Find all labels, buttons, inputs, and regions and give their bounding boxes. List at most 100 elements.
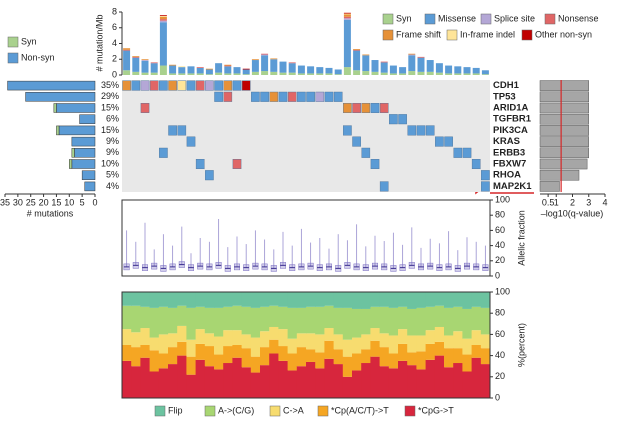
bar	[353, 50, 361, 71]
bar	[324, 292, 334, 306]
bar	[71, 148, 75, 158]
bar	[140, 292, 150, 307]
mutation-cell	[159, 80, 168, 91]
bar	[250, 307, 261, 338]
legend-label: Other non-syn	[535, 29, 592, 39]
y-tick-label: 80	[495, 210, 505, 220]
bar	[398, 292, 408, 307]
bar	[333, 307, 344, 335]
y-tick-label: 100	[495, 194, 510, 204]
mutation-cell	[370, 102, 380, 113]
bar	[462, 308, 472, 339]
bar	[370, 292, 380, 307]
bar	[434, 341, 445, 356]
bar	[84, 181, 96, 192]
mutation-cell	[122, 80, 131, 91]
legend-label: Syn	[396, 13, 412, 23]
mutation-frequency: 29%	[101, 91, 119, 101]
mutation-cell	[223, 91, 233, 102]
bar	[251, 60, 259, 72]
bar	[343, 16, 351, 19]
y-tick-label: 60	[495, 225, 505, 235]
mutation-frequency: 4%	[106, 181, 119, 191]
bar	[204, 366, 215, 398]
bar	[241, 367, 252, 398]
bar	[178, 73, 186, 75]
bar	[214, 336, 224, 355]
bar	[480, 292, 491, 308]
mutation-cell	[205, 170, 214, 181]
bar	[123, 49, 131, 51]
bar	[361, 349, 371, 364]
bar	[58, 125, 96, 136]
bar	[195, 343, 206, 360]
bar	[371, 60, 379, 72]
bar	[462, 292, 472, 309]
bar	[287, 307, 298, 339]
x-tick-label: 4	[602, 197, 607, 207]
x-tick-label: 25	[26, 197, 36, 207]
bar	[122, 360, 132, 398]
bar	[539, 136, 589, 147]
bar	[539, 147, 589, 159]
bar	[398, 360, 408, 398]
bar	[287, 370, 298, 398]
bar	[297, 73, 305, 75]
bar	[371, 71, 379, 75]
bar	[141, 60, 149, 73]
bar	[223, 306, 233, 331]
bar	[352, 292, 362, 309]
bar	[471, 306, 482, 331]
bar	[288, 72, 296, 75]
y-axis-label: %(percent)	[516, 323, 526, 367]
mutation-cell	[195, 158, 205, 169]
bar	[7, 80, 96, 91]
bar	[168, 292, 178, 308]
bar	[417, 56, 425, 58]
bar	[325, 73, 333, 75]
y-tick-label: 4	[112, 38, 117, 48]
bar	[232, 305, 242, 331]
mutation-cell	[462, 147, 472, 158]
bar	[159, 15, 167, 17]
bar	[123, 70, 131, 75]
bar	[370, 306, 380, 329]
bar	[186, 374, 196, 398]
mutation-cell	[278, 91, 288, 102]
bar	[407, 308, 417, 336]
bar	[158, 368, 169, 398]
bar	[205, 68, 213, 70]
bar	[141, 72, 149, 75]
mutation-cell	[306, 91, 315, 102]
bar	[132, 57, 140, 72]
bar	[196, 67, 204, 68]
legend-swatch	[317, 405, 329, 417]
bar	[480, 334, 491, 349]
bar	[122, 329, 132, 345]
bar	[434, 355, 445, 398]
legend-label: Nonsense	[558, 13, 599, 23]
bar	[444, 292, 454, 308]
y-tick-label: 20	[495, 371, 505, 381]
bar	[407, 352, 417, 366]
bar	[416, 351, 426, 370]
bar	[224, 73, 232, 75]
bar	[168, 347, 178, 365]
bar	[444, 348, 454, 368]
bar	[186, 307, 196, 340]
mutation-cell	[205, 80, 214, 91]
bar	[186, 356, 196, 375]
bar	[343, 14, 351, 17]
plot-frame	[121, 291, 491, 399]
bar	[204, 346, 215, 367]
bar	[25, 92, 96, 102]
bar	[278, 292, 288, 307]
mutation-cell	[159, 147, 168, 158]
bar	[388, 368, 399, 398]
mutation-cell	[471, 158, 481, 169]
bar	[177, 292, 187, 306]
bar	[361, 334, 371, 350]
bar	[132, 71, 140, 75]
mutation-cell	[186, 136, 196, 147]
bar	[425, 306, 436, 331]
